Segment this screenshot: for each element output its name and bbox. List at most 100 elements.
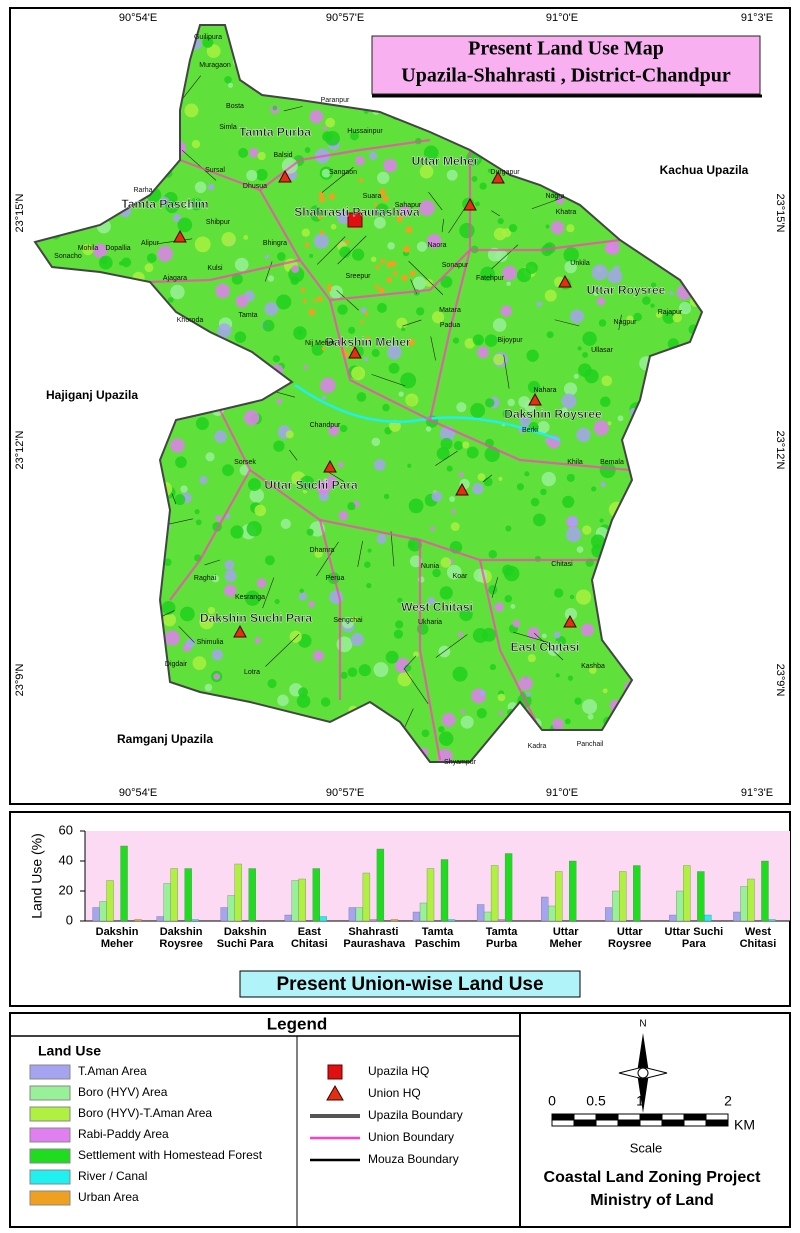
mouza-boundary [265, 633, 300, 667]
land-patch [516, 483, 524, 491]
land-patch [576, 546, 584, 553]
land-patch [350, 632, 364, 647]
land-patch [512, 619, 521, 628]
land-patch [498, 710, 503, 716]
land-patch [464, 338, 476, 349]
urban-patch [318, 191, 325, 197]
mouza-label: Kadra [528, 743, 547, 750]
land-patch [230, 525, 244, 539]
land-patch [502, 564, 514, 576]
land-patch [407, 463, 412, 468]
land-patch [289, 630, 302, 643]
mouza-boundary [289, 449, 298, 461]
bar [120, 845, 128, 922]
land-patch [301, 228, 311, 237]
urban-patch [374, 203, 378, 207]
land-patch [162, 613, 177, 627]
mouza-label: Sonacho [54, 253, 82, 260]
scale-segment [595, 1113, 619, 1121]
mouza-label: Suara [363, 193, 382, 200]
land-patch [617, 415, 624, 422]
land-patch [487, 168, 492, 173]
land-patch [308, 601, 315, 608]
land-patch [573, 373, 579, 379]
land-patch [383, 158, 398, 173]
land-patch [304, 147, 311, 153]
land-patch [399, 205, 411, 217]
union-label: Tamta Purba [239, 125, 311, 139]
neighbor-label: Ramganj Upazila [117, 732, 213, 746]
bar [548, 905, 556, 922]
bar [312, 868, 320, 922]
urban-patch [391, 260, 397, 267]
union-hq [173, 229, 187, 243]
mouza-boundary [402, 319, 422, 327]
land-patch [484, 334, 498, 347]
union-boundary [179, 138, 431, 192]
land-patch [561, 393, 577, 409]
scale-caption: Scale [630, 1140, 663, 1155]
land-patch [366, 338, 372, 344]
x-tick-label: Uttar Roysree [608, 926, 652, 950]
mouza-label: Shyampur [444, 759, 477, 766]
land-patch [338, 461, 344, 468]
land-patch [489, 664, 497, 671]
land-patch [194, 181, 207, 193]
land-patch [416, 307, 425, 316]
mouza-label: Nunia [421, 563, 439, 570]
land-patch [458, 632, 464, 638]
land-patch [170, 284, 185, 300]
bar [220, 907, 228, 922]
x-tick-label: Uttar Meher [549, 926, 582, 950]
union-boundary [478, 559, 541, 731]
union-label: Tamta Paschim [121, 197, 208, 211]
x-tick-label: Dakshin Roysree [159, 926, 203, 950]
land-patch [371, 437, 381, 447]
land-patch [669, 291, 674, 296]
union-boundary [318, 519, 342, 700]
land-patch [234, 257, 249, 272]
land-patch [679, 301, 692, 315]
land-patch [388, 362, 400, 374]
land-patch [314, 549, 323, 558]
x-tick-label: Dakshin Suchi Para [216, 926, 274, 950]
mouza-label: Sreepur [346, 273, 372, 280]
mouza-label: Kesranga [235, 594, 265, 601]
land-patch [293, 326, 307, 340]
union-boundary [418, 540, 442, 761]
land-patch [482, 627, 497, 642]
land-patch [387, 242, 395, 250]
bar [319, 916, 327, 922]
legend-swatch [29, 1106, 71, 1122]
urban-patch [327, 283, 332, 288]
land-patch [206, 44, 221, 59]
credit: Coastal Land Zoning Project [544, 1169, 762, 1186]
land-patch [264, 302, 279, 316]
land-patch [466, 446, 479, 459]
land-patch [412, 276, 427, 290]
land-patch [502, 265, 517, 281]
land-patch [370, 256, 377, 263]
land-patch [170, 438, 185, 453]
land-patch [541, 633, 547, 639]
mouza-boundary [534, 632, 564, 661]
mouza-label: Tamta [238, 312, 257, 319]
union-hq [455, 482, 469, 496]
land-patch [247, 478, 261, 492]
land-patch [347, 502, 356, 511]
land-patch [438, 731, 454, 746]
land-patch [207, 183, 215, 191]
mouza-boundary [531, 196, 565, 210]
land-patch [476, 708, 487, 719]
land-patch [400, 372, 417, 389]
mouza-label: Durgapur [490, 169, 520, 176]
land-patch [536, 301, 543, 307]
urban-patch [392, 270, 398, 276]
land-patch [306, 528, 314, 536]
land-patch [298, 687, 308, 698]
land-patch [497, 693, 506, 702]
land-patch [246, 521, 262, 537]
land-patch [533, 513, 546, 527]
land-patch [506, 281, 511, 287]
